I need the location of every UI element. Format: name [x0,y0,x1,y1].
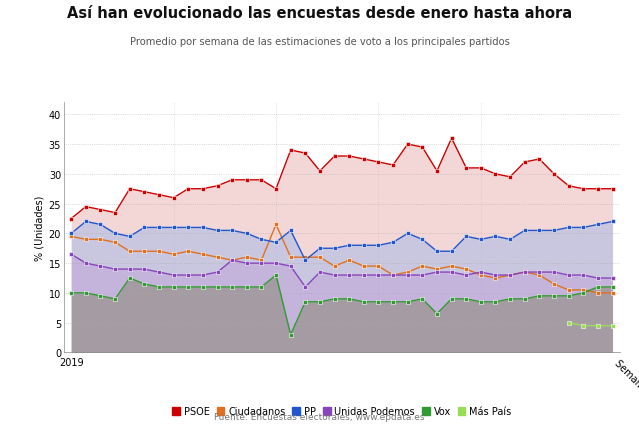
Text: Promedio por semana de las estimaciones de voto a los principales partidos: Promedio por semana de las estimaciones … [130,37,509,46]
Y-axis label: % (Unidades): % (Unidades) [35,195,45,261]
Text: Así han evolucionado las encuestas desde enero hasta ahora: Así han evolucionado las encuestas desde… [67,6,572,22]
Legend: PSOE, Ciudadanos, PP, Unidas Podemos, Vox, Más País: PSOE, Ciudadanos, PP, Unidas Podemos, Vo… [168,402,516,420]
Text: Fuente: Encuestas electorales, www.epdata.es: Fuente: Encuestas electorales, www.epdat… [214,412,425,421]
